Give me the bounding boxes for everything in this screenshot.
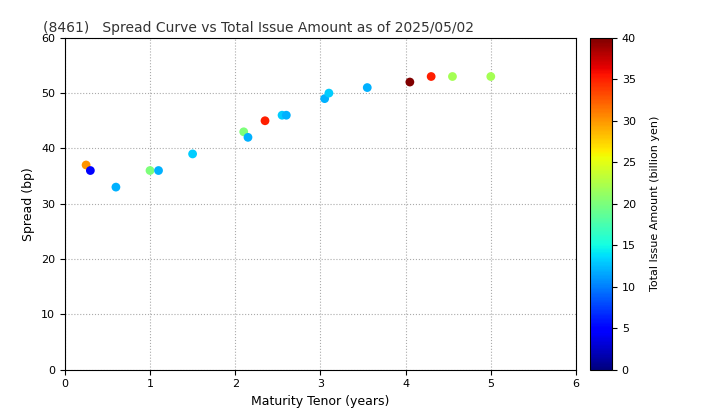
Y-axis label: Spread (bp): Spread (bp) bbox=[22, 167, 35, 241]
Point bbox=[281, 112, 292, 118]
Point bbox=[238, 129, 249, 135]
Point bbox=[276, 112, 288, 118]
Text: (8461)   Spread Curve vs Total Issue Amount as of 2025/05/02: (8461) Spread Curve vs Total Issue Amoun… bbox=[43, 21, 474, 35]
Point bbox=[84, 167, 96, 174]
Point bbox=[361, 84, 373, 91]
Point bbox=[446, 73, 458, 80]
Point bbox=[259, 117, 271, 124]
Point bbox=[426, 73, 437, 80]
Point bbox=[404, 79, 415, 85]
Point bbox=[186, 150, 198, 157]
Point bbox=[485, 73, 497, 80]
Point bbox=[144, 167, 156, 174]
Y-axis label: Total Issue Amount (billion yen): Total Issue Amount (billion yen) bbox=[649, 116, 660, 291]
Point bbox=[81, 162, 92, 168]
Point bbox=[319, 95, 330, 102]
Point bbox=[323, 90, 335, 97]
Point bbox=[153, 167, 164, 174]
X-axis label: Maturity Tenor (years): Maturity Tenor (years) bbox=[251, 395, 390, 408]
Point bbox=[110, 184, 122, 190]
Point bbox=[242, 134, 253, 141]
